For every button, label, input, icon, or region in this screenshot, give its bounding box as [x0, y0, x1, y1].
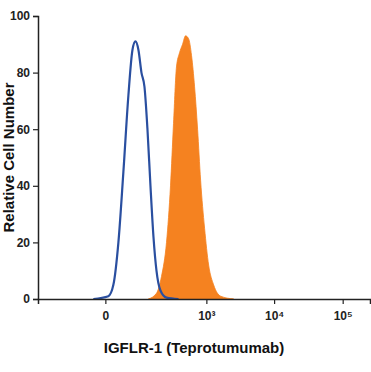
y-tick: 80: [17, 66, 38, 80]
y-tick-label: 40: [17, 179, 31, 193]
x-tick-label: 10⁴: [265, 309, 284, 323]
y-axis-title: Relative Cell Number: [0, 82, 17, 232]
y-tick: 60: [17, 123, 38, 137]
y-tick: 20: [17, 236, 38, 250]
y-tick-mark: [33, 129, 38, 130]
histogram-line: [93, 41, 178, 299]
x-axis: 0 10³ 10⁴ 10⁵: [39, 299, 371, 323]
y-tick: 0: [23, 292, 38, 306]
y-tick-label: 80: [17, 66, 31, 80]
x-tick-mark: [206, 299, 207, 304]
chart: 0 10³ 10⁴ 10⁵ 0 20 40 60 80 100 IGFLR-1 (Teprotumu…: [0, 0, 371, 372]
x-axis-title: IGFLR-1 (Teprotumumab): [104, 339, 285, 356]
plot-area: [93, 36, 233, 299]
y-tick-mark: [33, 242, 38, 243]
x-tick-label: 0: [103, 309, 110, 323]
y-tick-mark: [33, 186, 38, 187]
y-tick-mark: [33, 299, 38, 300]
x-tick: 10³: [198, 299, 215, 323]
x-tick-mark: [105, 299, 106, 304]
y-axis-line: [33, 17, 39, 300]
x-tick: 10⁵: [334, 299, 353, 323]
x-tick: 0: [103, 299, 110, 323]
y-tick: 100: [10, 9, 38, 23]
y-tick: 40: [17, 179, 38, 193]
y-tick-mark: [33, 16, 38, 17]
x-tick-label: 10³: [198, 309, 215, 323]
y-tick-label: 20: [17, 236, 31, 250]
x-tick-mark: [343, 299, 344, 304]
x-tick-label: 10⁵: [334, 309, 353, 323]
y-tick-mark: [33, 72, 38, 73]
x-tick-mark: [274, 299, 275, 304]
x-tick: 10⁴: [265, 299, 284, 323]
x-axis-line: [39, 300, 371, 305]
y-tick-label: 0: [23, 292, 30, 306]
y-tick-label: 60: [17, 123, 31, 137]
y-tick-label: 100: [10, 9, 30, 23]
histogram-area: [148, 36, 233, 299]
